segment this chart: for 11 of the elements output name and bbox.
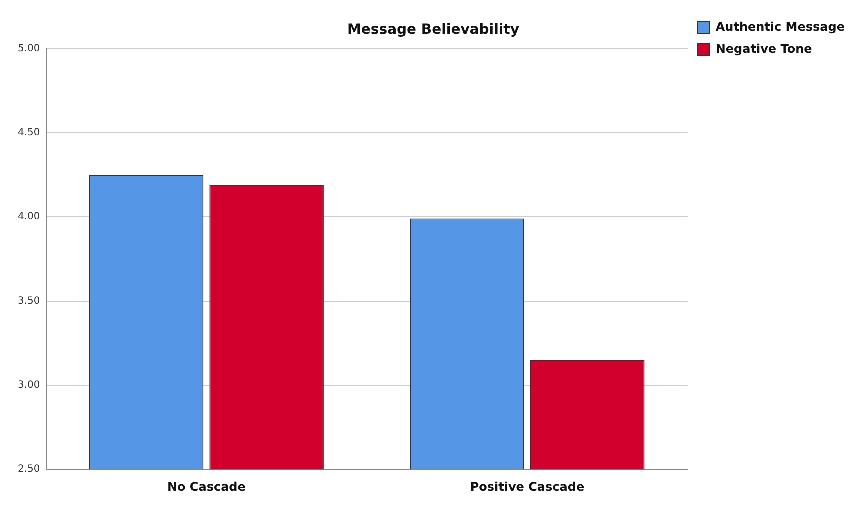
chart-title: Message Believability [348,22,520,38]
legend-label: Authentic Message [716,20,845,34]
y-tick-label: 4.50 [18,128,40,139]
x-tick-label: No Cascade [167,480,246,494]
x-tick-label: Positive Cascade [470,480,585,494]
legend-label: Negative Tone [716,42,812,56]
y-tick-label: 2.50 [18,464,40,476]
y-tick-label: 3.00 [18,380,40,392]
y-tick-label: 4.00 [18,212,40,223]
y-tick-label: 3.50 [18,296,40,307]
y-tick-label: 5.00 [18,43,40,54]
